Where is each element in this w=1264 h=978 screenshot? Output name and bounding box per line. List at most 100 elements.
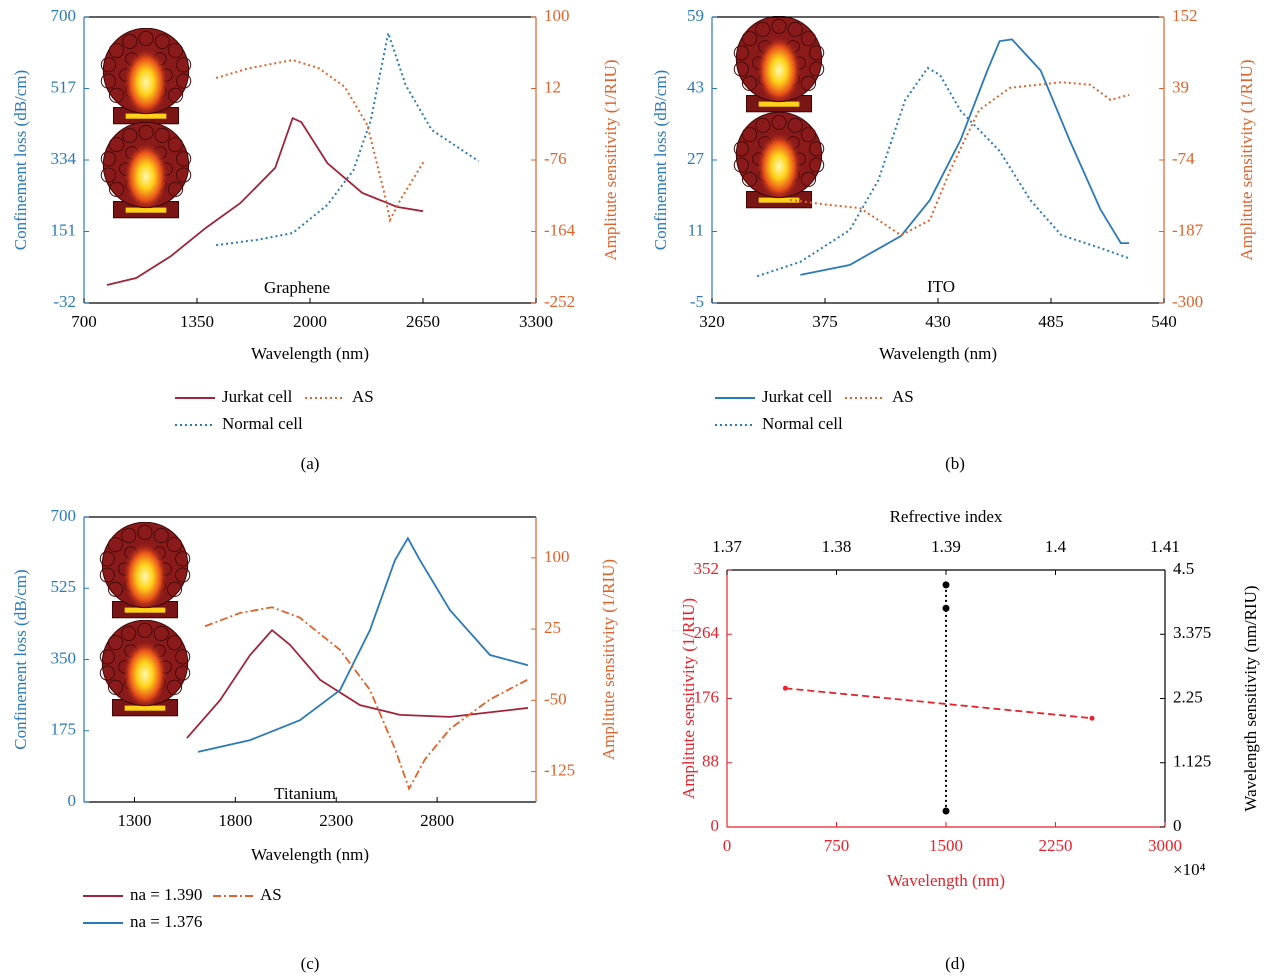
inset-image	[100, 620, 189, 716]
y2-tick-label: 100	[544, 547, 570, 566]
y-tick-label: 11	[688, 220, 704, 239]
caption: (b)	[945, 454, 965, 473]
y2-tick-label: 12	[544, 77, 561, 96]
x-tick-label: 1500	[929, 836, 963, 855]
x-axis-label: Wavelength (nm)	[251, 344, 369, 363]
x2-tick-label: 1.4	[1045, 537, 1067, 556]
y2-tick-label: -125	[544, 761, 575, 780]
x-axis-label: Wavelength (nm)	[251, 845, 369, 864]
series-line	[205, 607, 528, 788]
caption: (c)	[301, 954, 320, 973]
inset-image	[101, 122, 190, 218]
caption: (a)	[301, 454, 320, 473]
inset-image	[101, 28, 190, 124]
inset-image	[100, 522, 189, 618]
y2-tick-label: -164	[544, 220, 576, 239]
y-axis-label: Amplitute sensitivity (1/RIU)	[679, 598, 698, 799]
y-tick-label: 350	[51, 648, 77, 667]
y2-tick-label: -187	[1172, 220, 1204, 239]
y2-tick-label: -252	[544, 292, 575, 311]
y2-tick-label: 39	[1172, 77, 1189, 96]
legend-label: Normal cell	[762, 414, 843, 433]
x-axis-label: Wavelength (nm)	[887, 871, 1005, 890]
series-line	[800, 39, 1129, 275]
annotation: ITO	[927, 277, 955, 296]
y-axis-label: Confinement loss (dB/cm)	[11, 70, 30, 250]
y-tick-label: 0	[68, 791, 77, 810]
y2-tick-label: 1.125	[1173, 752, 1211, 771]
x-tick-label: 1800	[218, 811, 252, 830]
annotation: Titanium	[274, 784, 336, 803]
x-multiplier: ×10⁴	[1173, 860, 1206, 879]
y-tick-label: 700	[51, 506, 77, 525]
y2-axis-label: Wavelength sensitivity (nm/RIU)	[1241, 585, 1260, 811]
x-tick-label: 3000	[1148, 836, 1182, 855]
y2-tick-label: 2.25	[1173, 687, 1203, 706]
x-tick-label: 375	[812, 312, 838, 331]
x-tick-label: 3300	[519, 312, 553, 331]
annotation: Graphene	[264, 278, 330, 297]
y-tick-label: 27	[687, 149, 705, 168]
y-tick-label: 43	[687, 77, 704, 96]
point	[943, 605, 950, 612]
y2-tick-label: -74	[1172, 149, 1195, 168]
y2-axis-label: Amplitute sensitivity (1/RIU)	[599, 559, 618, 760]
y-axis-label: Confinement loss (dB/cm)	[11, 569, 30, 749]
y2-axis-label: Amplitute sensitivity (1/RIU)	[1237, 59, 1256, 260]
legend-label: na = 1.376	[130, 912, 202, 931]
x2-tick-label: 1.41	[1150, 537, 1180, 556]
y2-tick-label: 3.375	[1173, 623, 1211, 642]
legend-label: Jurkat cell	[762, 387, 833, 406]
y2-tick-label: 4.5	[1173, 559, 1194, 578]
x-tick-label: 2000	[293, 312, 327, 331]
x-tick-label: 2800	[420, 811, 454, 830]
caption: (d)	[945, 954, 965, 973]
y-tick-label: 334	[51, 149, 77, 168]
y2-tick-label: 0	[1173, 816, 1182, 835]
point	[783, 686, 788, 691]
x2-tick-label: 1.38	[822, 537, 852, 556]
y2-tick-label: 152	[1172, 6, 1198, 25]
x-tick-label: 485	[1038, 312, 1064, 331]
legend-label: AS	[352, 387, 374, 406]
x-tick-label: 540	[1151, 312, 1177, 331]
x-tick-label: 1350	[180, 312, 214, 331]
inset-image	[734, 16, 823, 112]
x2-tick-label: 1.39	[931, 537, 961, 556]
inset-image	[734, 112, 823, 208]
x-tick-label: 1300	[117, 811, 151, 830]
x-tick-label: 0	[723, 836, 732, 855]
x2-axis-label: Refrective index	[890, 507, 1003, 526]
page: {"chart_data":[ {"type":"line","caption"…	[0, 0, 1264, 978]
series-line	[216, 33, 479, 245]
x2-tick-label: 1.37	[712, 537, 742, 556]
y-tick-label: 352	[694, 559, 720, 578]
legend-label: AS	[892, 387, 914, 406]
point	[943, 581, 950, 588]
y2-tick-label: -76	[544, 149, 567, 168]
y-tick-label: 151	[51, 220, 77, 239]
x-tick-label: 430	[925, 312, 951, 331]
x-tick-label: 320	[699, 312, 725, 331]
point	[943, 808, 950, 815]
legend-label: Normal cell	[222, 414, 303, 433]
y-tick-label: 700	[51, 6, 77, 25]
x-tick-label: 2250	[1039, 836, 1073, 855]
y2-axis-label: Amplitute sensitivity (1/RIU)	[601, 59, 620, 260]
y-tick-label: 525	[51, 577, 77, 596]
y-tick-label: -5	[690, 292, 704, 311]
legend-label: AS	[260, 885, 282, 904]
figure: 7001350200026503300-32151334517700-252-1…	[0, 0, 1264, 978]
y-tick-label: 175	[51, 720, 77, 739]
y-tick-label: 0	[711, 816, 720, 835]
x-tick-label: 750	[824, 836, 850, 855]
x-tick-label: 700	[71, 312, 97, 331]
y-tick-label: 88	[702, 752, 719, 771]
x-tick-label: 2650	[406, 312, 440, 331]
series-line	[187, 630, 528, 738]
y2-tick-label: 25	[544, 618, 561, 637]
y-tick-label: 59	[687, 6, 704, 25]
y-tick-label: -32	[53, 292, 76, 311]
y2-tick-label: 100	[544, 6, 570, 25]
series-line	[198, 538, 528, 752]
